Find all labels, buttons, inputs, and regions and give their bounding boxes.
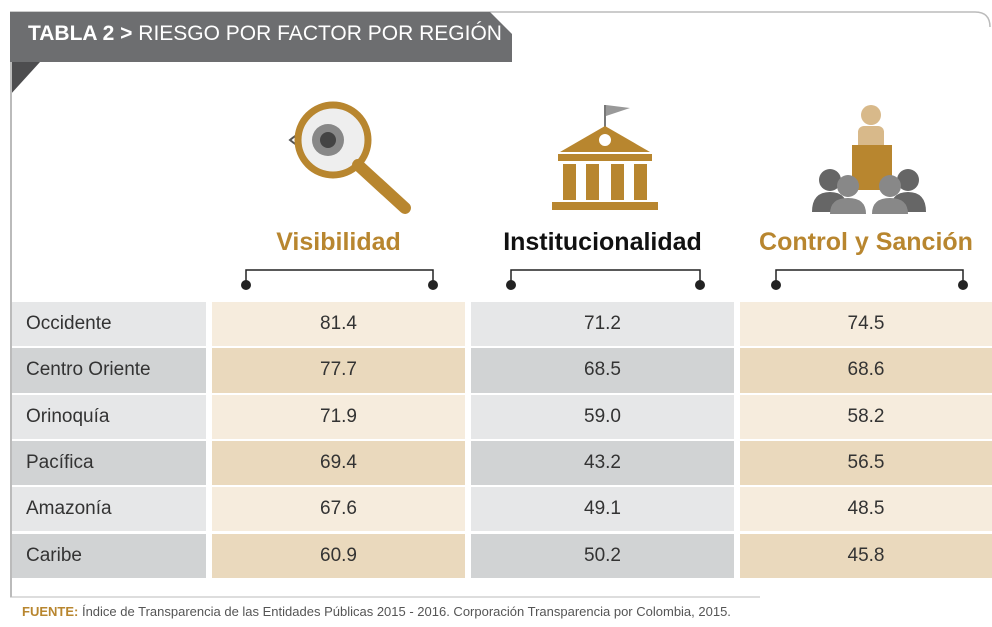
table-cell: 49.1	[471, 487, 734, 531]
table-cell: 58.2	[740, 395, 992, 439]
column-heading: Visibilidad	[212, 228, 465, 257]
table-cell: 69.4	[212, 441, 465, 485]
table-cell: 71.2	[471, 302, 734, 346]
table-cell: 43.2	[471, 441, 734, 485]
column-heading: Control y Sanción	[740, 228, 992, 257]
table-cell: 68.5	[471, 348, 734, 392]
table-cell: 59.0	[471, 395, 734, 439]
table-cell: 56.5	[740, 441, 992, 485]
table-cell: 45.8	[740, 534, 992, 578]
row-label: Centro Oriente	[12, 348, 206, 392]
row-label: Occidente	[12, 302, 206, 346]
column-heading: Institucionalidad	[471, 228, 734, 257]
table-cell: 50.2	[471, 534, 734, 578]
table-cell: 77.7	[212, 348, 465, 392]
header-title: RIESGO POR FACTOR POR REGIÓN	[138, 22, 502, 45]
row-label: Caribe	[12, 534, 206, 578]
table-cell: 67.6	[212, 487, 465, 531]
row-label: Orinoquía	[12, 395, 206, 439]
header-label: TABLA 2 >	[28, 22, 132, 45]
footer-text: Índice de Transparencia de las Entidades…	[82, 604, 731, 619]
table-cell: 60.9	[212, 534, 465, 578]
header: TABLA 2 > RIESGO POR FACTOR POR REGIÓN	[28, 22, 502, 46]
page: TABLA 2 > RIESGO POR FACTOR POR REGIÓN V…	[0, 0, 992, 627]
footer-label: FUENTE:	[22, 604, 78, 619]
table-cell: 81.4	[212, 302, 465, 346]
table-cell: 71.9	[212, 395, 465, 439]
row-label: Pacífica	[12, 441, 206, 485]
table-cell: 74.5	[740, 302, 992, 346]
table-cell: 48.5	[740, 487, 992, 531]
row-label: Amazonía	[12, 487, 206, 531]
table-cell: 68.6	[740, 348, 992, 392]
footer: FUENTE: Índice de Transparencia de las E…	[22, 604, 731, 619]
